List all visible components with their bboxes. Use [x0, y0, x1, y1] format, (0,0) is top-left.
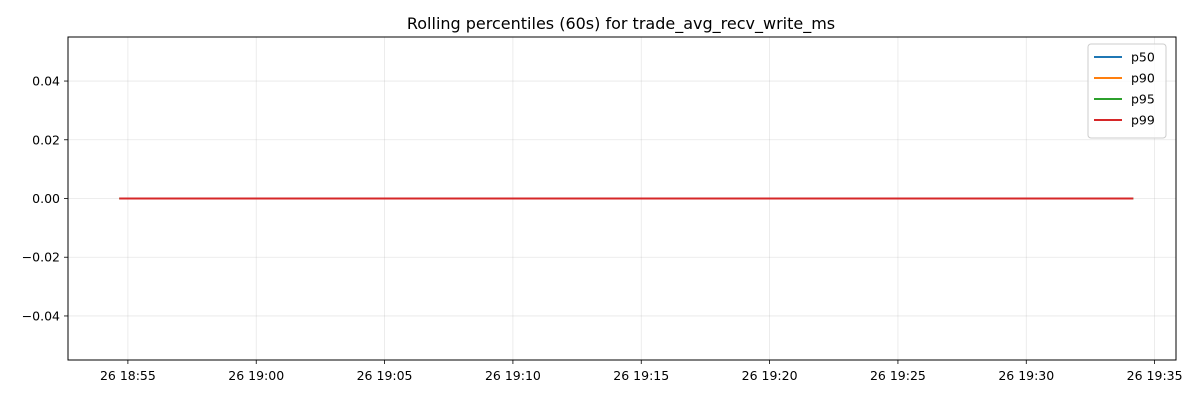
x-tick-label: 26 19:00 — [228, 368, 284, 383]
y-tick-label: −0.02 — [22, 250, 60, 265]
legend-box — [1087, 43, 1167, 139]
legend-label: p99 — [1131, 113, 1155, 128]
y-tick-label: 0.02 — [32, 132, 60, 147]
x-tick-label: 26 19:30 — [998, 368, 1054, 383]
x-axis: 26 18:55 26 19:00 26 19:05 26 19:10 26 19:15… — [100, 360, 1183, 383]
legend-label: p50 — [1131, 50, 1155, 65]
x-tick-label: 26 18:55 — [100, 368, 156, 383]
x-tick-label: 26 19:20 — [742, 368, 798, 383]
y-tick-label: 0.00 — [32, 191, 60, 206]
y-tick-label: 0.04 — [32, 74, 60, 89]
legend-label: p95 — [1131, 92, 1155, 107]
y-axis: 0.04 0.02 0.00 −0.02 −0.04 — [22, 74, 68, 323]
x-tick-label: 26 19:15 — [613, 368, 669, 383]
x-tick-label: 26 19:10 — [485, 368, 541, 383]
x-tick-label: 26 19:05 — [357, 368, 413, 383]
y-tick-label: −0.04 — [22, 308, 60, 323]
legend-label: p90 — [1131, 71, 1155, 86]
legend: p50 p90 p95 p99 — [1087, 43, 1167, 139]
chart-title: Rolling percentiles (60s) for trade_avg_… — [407, 14, 835, 34]
x-tick-label: 26 19:25 — [870, 368, 926, 383]
x-tick-label: 26 19:35 — [1127, 368, 1183, 383]
